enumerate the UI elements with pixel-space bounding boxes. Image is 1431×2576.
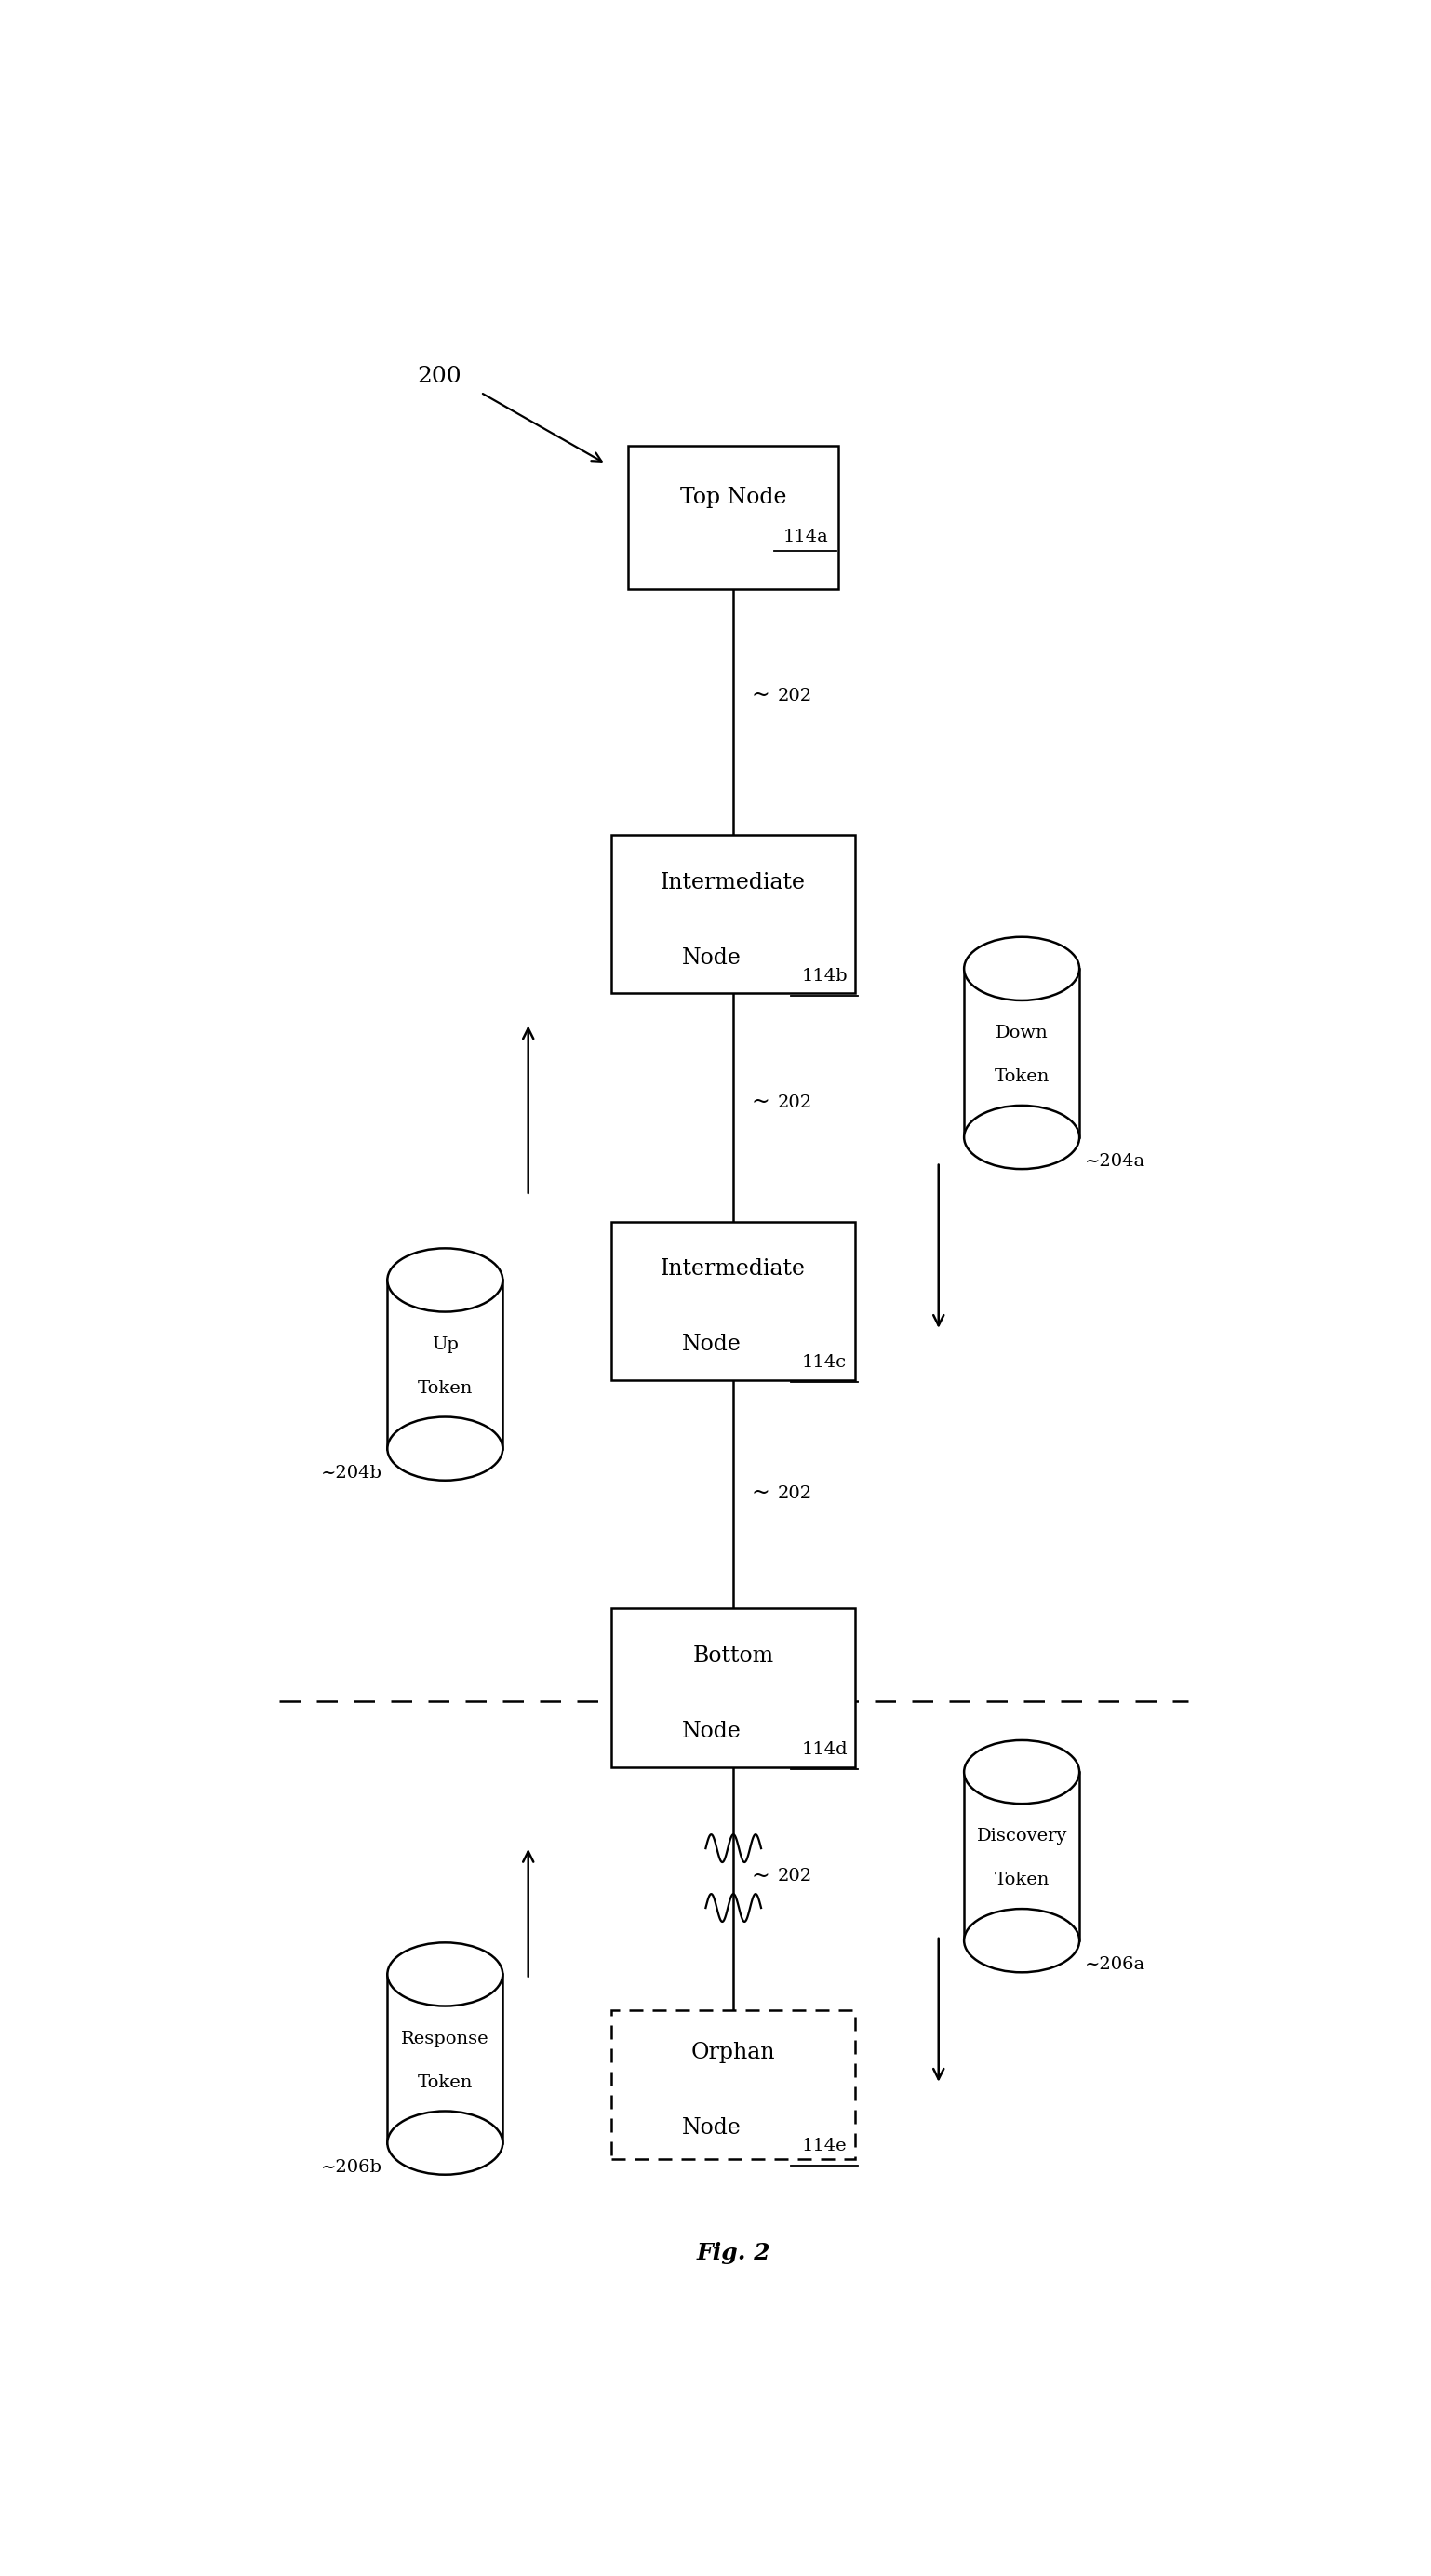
- Text: Intermediate: Intermediate: [661, 871, 806, 894]
- Text: 114c: 114c: [801, 1355, 847, 1370]
- Text: 114e: 114e: [801, 2138, 847, 2154]
- Text: ~206b: ~206b: [321, 2159, 382, 2177]
- Polygon shape: [388, 1973, 502, 2143]
- Text: Node: Node: [681, 2117, 741, 2138]
- Text: 114d: 114d: [801, 1741, 847, 1757]
- Text: Token: Token: [995, 1873, 1049, 1888]
- Text: 200: 200: [418, 366, 462, 386]
- Text: ~: ~: [751, 1092, 770, 1113]
- Text: Node: Node: [681, 1721, 741, 1741]
- Polygon shape: [388, 1280, 502, 1448]
- Ellipse shape: [388, 2112, 502, 2174]
- Text: ~: ~: [751, 685, 770, 706]
- Bar: [611, 1607, 856, 1767]
- Text: 202: 202: [778, 1095, 813, 1110]
- Text: ~: ~: [751, 1865, 770, 1886]
- Ellipse shape: [964, 938, 1079, 999]
- Text: 202: 202: [778, 1868, 813, 1886]
- Polygon shape: [964, 1772, 1079, 1940]
- Text: 202: 202: [778, 688, 813, 703]
- Ellipse shape: [964, 1105, 1079, 1170]
- Text: Response: Response: [401, 2030, 489, 2048]
- Text: ~: ~: [751, 1484, 770, 1504]
- Text: Bottom: Bottom: [693, 1646, 774, 1667]
- Text: Top Node: Top Node: [680, 487, 787, 507]
- Text: Node: Node: [681, 1334, 741, 1355]
- Text: Discovery: Discovery: [976, 1829, 1068, 1844]
- Text: 114b: 114b: [801, 969, 847, 984]
- Bar: [611, 835, 856, 994]
- Text: ~204b: ~204b: [321, 1466, 382, 1481]
- Ellipse shape: [964, 1741, 1079, 1803]
- Text: Token: Token: [418, 2074, 472, 2092]
- Ellipse shape: [388, 1249, 502, 1311]
- Text: Node: Node: [681, 948, 741, 969]
- Ellipse shape: [388, 1942, 502, 2007]
- Bar: [611, 1221, 856, 1381]
- Text: Token: Token: [418, 1381, 472, 1396]
- Text: 202: 202: [778, 1484, 813, 1502]
- Text: Fig. 2: Fig. 2: [697, 2241, 770, 2264]
- Bar: [628, 446, 839, 590]
- Polygon shape: [964, 969, 1079, 1136]
- Text: Token: Token: [995, 1069, 1049, 1084]
- Text: ~206a: ~206a: [1085, 1955, 1146, 1973]
- Ellipse shape: [388, 1417, 502, 1481]
- Text: Intermediate: Intermediate: [661, 1260, 806, 1280]
- Ellipse shape: [964, 1909, 1079, 1973]
- Bar: [611, 2009, 856, 2159]
- Text: Down: Down: [996, 1025, 1047, 1041]
- Text: Up: Up: [432, 1337, 458, 1352]
- Text: Orphan: Orphan: [691, 2043, 776, 2063]
- Text: 114a: 114a: [783, 528, 829, 546]
- Text: ~204a: ~204a: [1085, 1154, 1146, 1170]
